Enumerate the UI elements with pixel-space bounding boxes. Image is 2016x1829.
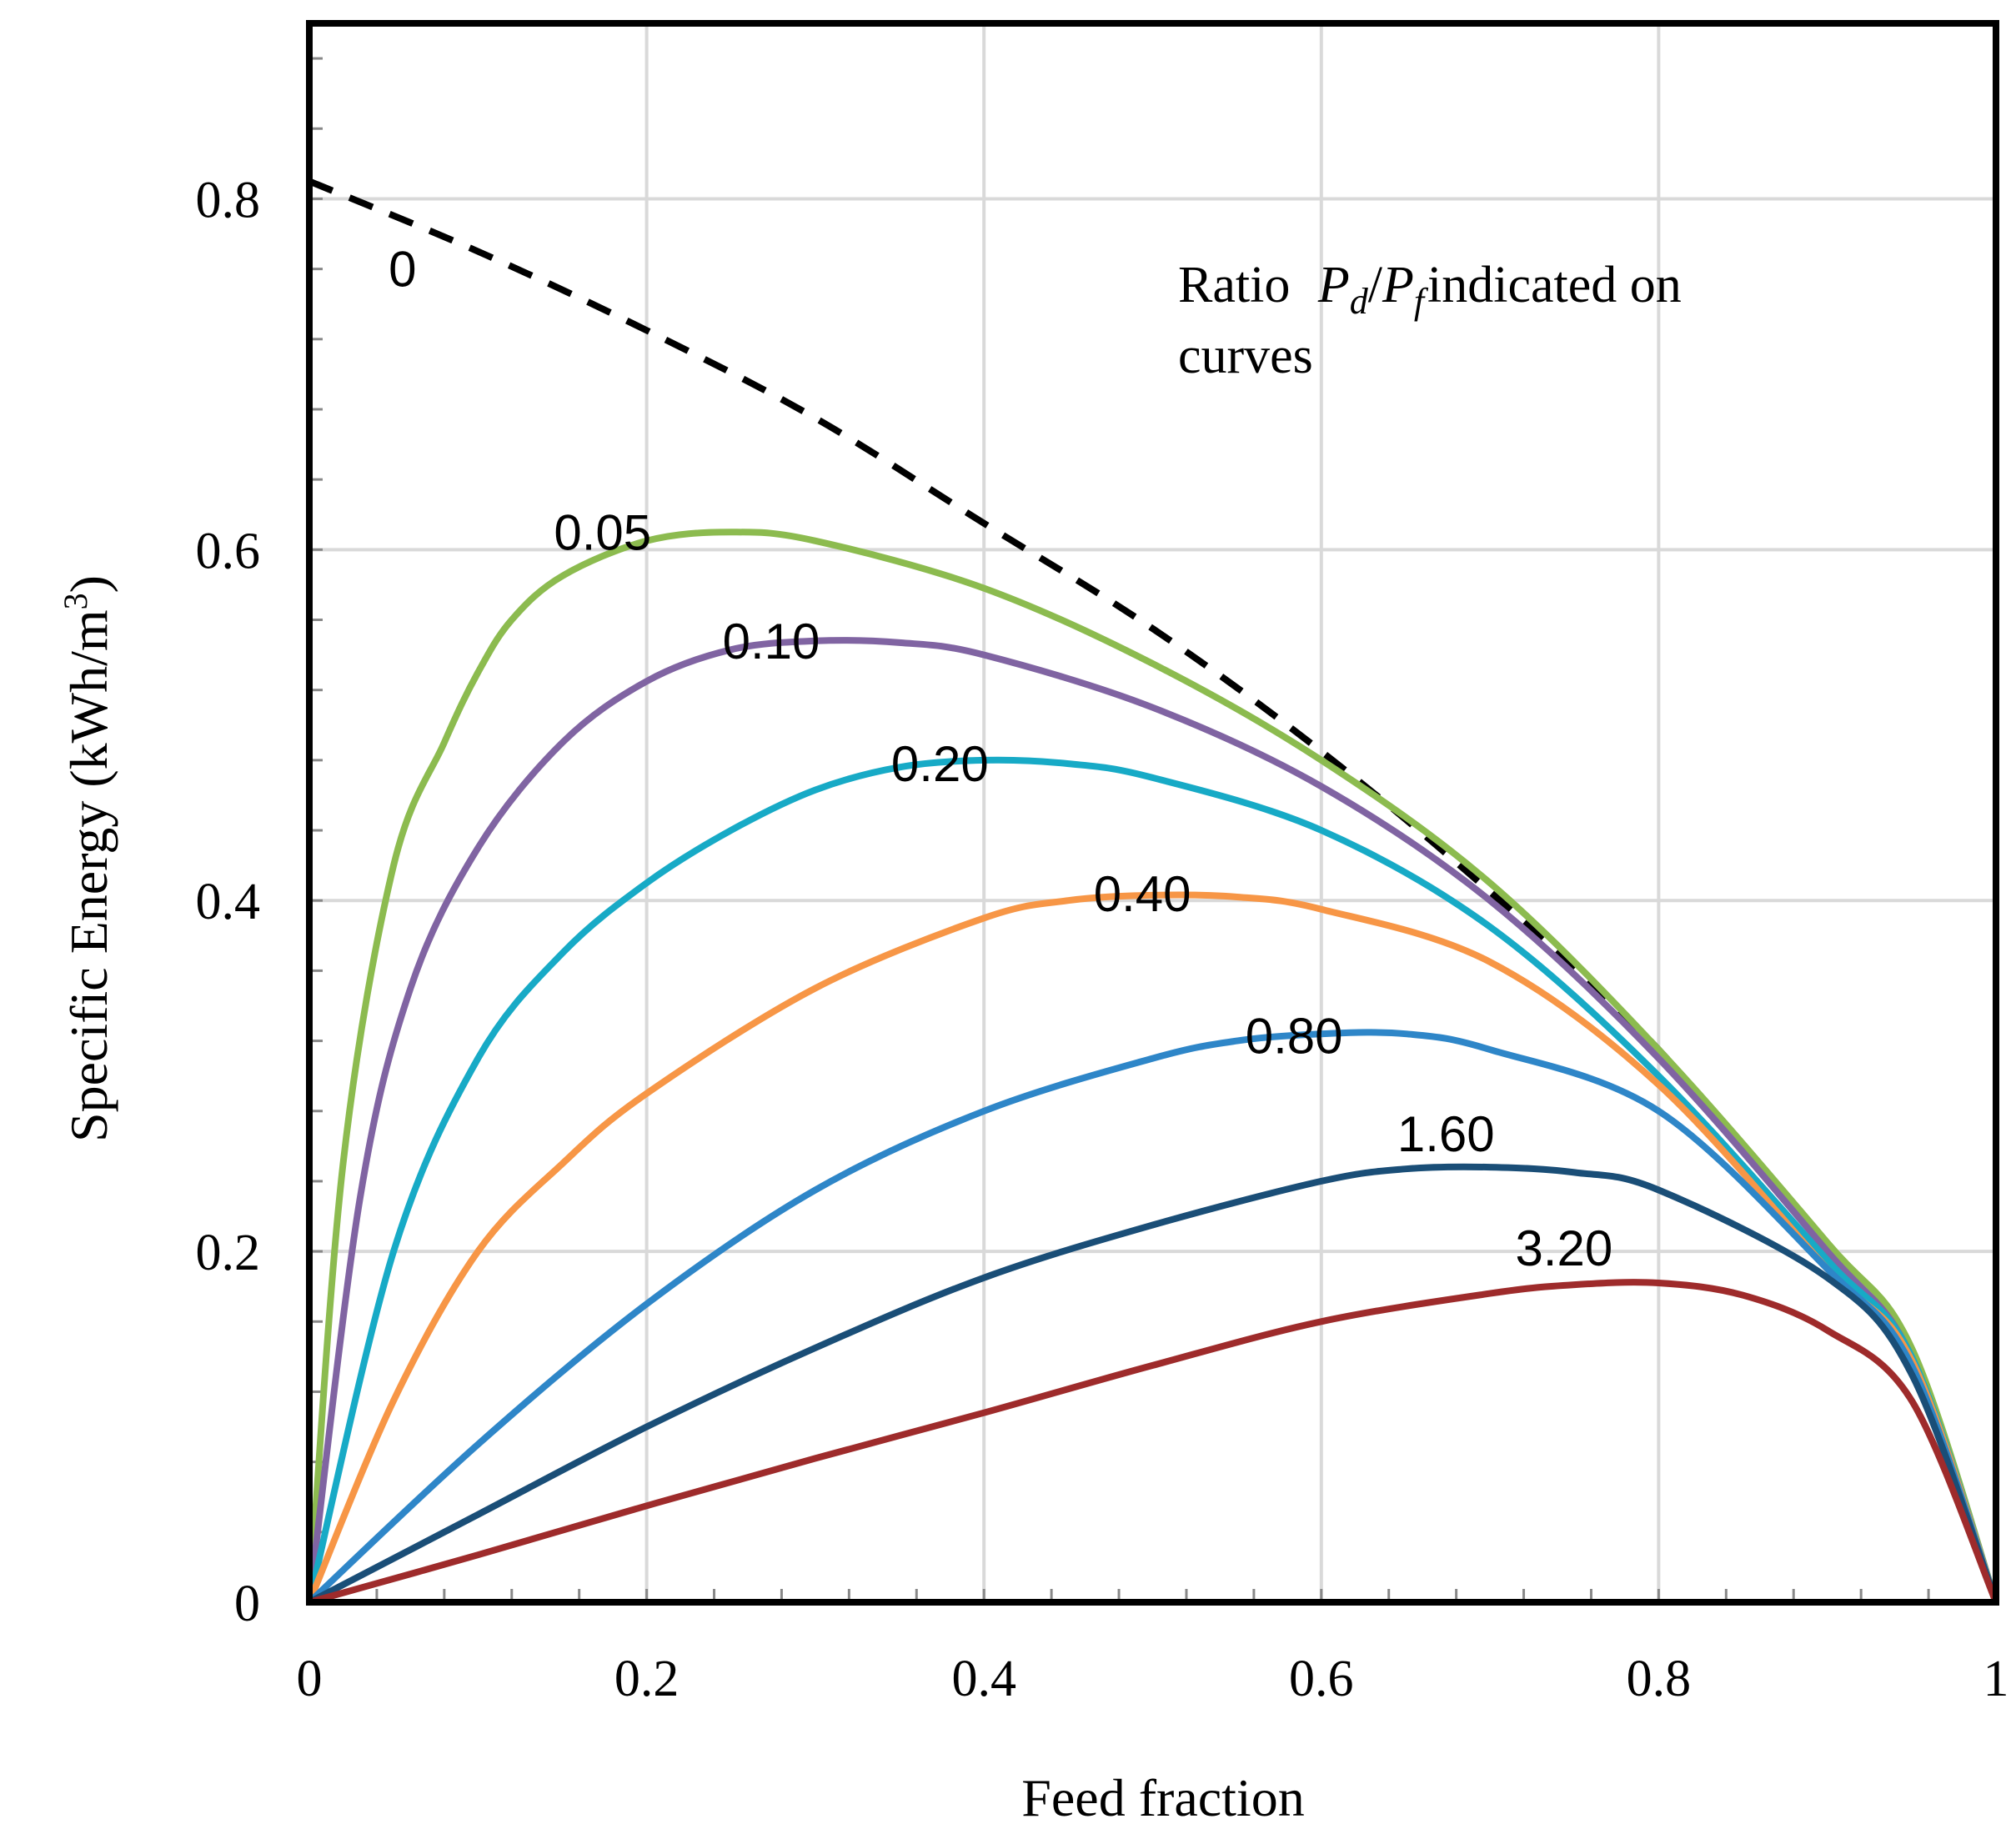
y-tick-label: 0.8 bbox=[196, 172, 261, 228]
annotation-pd-sub: d bbox=[1350, 281, 1369, 322]
y-axis-title: Specific Energy (kWh/m3) bbox=[57, 575, 118, 1142]
x-tick-label: 0.2 bbox=[614, 1651, 680, 1707]
x-tick-label: 0.4 bbox=[951, 1651, 1016, 1707]
series-line-0 bbox=[308, 178, 1999, 1604]
annotation-slash: / bbox=[1368, 257, 1383, 313]
curve-label-0: 0 bbox=[389, 242, 416, 298]
curve-label-0-20: 0.20 bbox=[891, 736, 989, 792]
x-tick-labels: 0 0.2 0.4 0.6 0.8 1 bbox=[297, 1651, 2009, 1707]
series-line-3-20 bbox=[306, 1279, 1999, 1606]
x-tick-label: 1 bbox=[1983, 1651, 2009, 1707]
y-tick-labels: 0 0.2 0.4 0.6 0.8 bbox=[196, 172, 261, 1632]
y-tick-label: 0 bbox=[234, 1576, 260, 1632]
annotation-line-2: curves bbox=[1178, 328, 1313, 384]
series-line-0-05 bbox=[306, 529, 1999, 1606]
series-line-0-20 bbox=[306, 756, 1999, 1606]
y-axis-title-sup: 3 bbox=[57, 593, 94, 609]
annotation-rest: indicated on bbox=[1427, 257, 1682, 313]
series-line-0-10 bbox=[306, 637, 1999, 1606]
plot-frame bbox=[306, 20, 1999, 1606]
curve-label-1-60: 1.60 bbox=[1397, 1106, 1495, 1162]
curve-labels: 0 0.05 0.10 0.20 0.40 0.80 1.60 3.20 bbox=[389, 242, 1612, 1276]
x-tick-label: 0 bbox=[297, 1651, 323, 1707]
curve-label-3-20: 3.20 bbox=[1515, 1220, 1612, 1276]
annotation-pd: P bbox=[1317, 257, 1350, 313]
grid-lines bbox=[309, 23, 1996, 1602]
y-axis-title-end: ) bbox=[59, 575, 118, 593]
x-axis-title: Feed fraction bbox=[1021, 1768, 1304, 1827]
y-axis-title-main: Specific Energy (kWh/m bbox=[59, 609, 118, 1142]
x-tick-label: 0.6 bbox=[1289, 1651, 1354, 1707]
series-line-1-60 bbox=[306, 1163, 1999, 1606]
curve-label-0-80: 0.80 bbox=[1246, 1008, 1343, 1064]
x-tick-label: 0.8 bbox=[1627, 1651, 1692, 1707]
series-group bbox=[306, 178, 1999, 1606]
annotation-ratio: Ratio bbox=[1178, 257, 1290, 313]
annotation-pf: P bbox=[1382, 257, 1414, 313]
y-tick-label: 0.4 bbox=[196, 874, 261, 930]
annotation-line-1: Ratio Pd/Pfindicated on bbox=[1178, 257, 1682, 322]
curve-label-0-10: 0.10 bbox=[723, 614, 820, 669]
y-tick-label: 0.6 bbox=[196, 523, 261, 579]
y-tick-label: 0.2 bbox=[196, 1225, 261, 1281]
series-line-0-80 bbox=[306, 1029, 1999, 1606]
curve-label-0-40: 0.40 bbox=[1094, 866, 1191, 922]
curve-label-0-05: 0.05 bbox=[554, 504, 651, 560]
